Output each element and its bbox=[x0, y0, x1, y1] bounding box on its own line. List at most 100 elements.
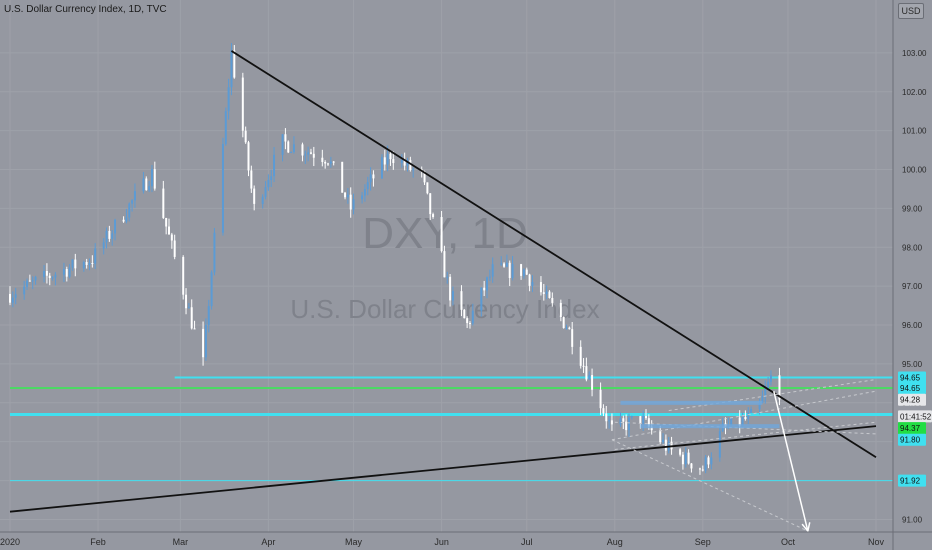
candle-body bbox=[605, 413, 608, 422]
candle-body bbox=[204, 324, 207, 358]
candle-body bbox=[778, 375, 781, 400]
candle-body bbox=[45, 270, 48, 276]
currency-button[interactable]: USD bbox=[898, 3, 924, 19]
price-tag-bg bbox=[898, 371, 926, 384]
candle-body bbox=[224, 111, 227, 145]
candle-body bbox=[202, 328, 205, 358]
candle-body bbox=[309, 152, 312, 154]
candle-body bbox=[68, 267, 71, 277]
candle-body bbox=[170, 234, 173, 241]
candle-body bbox=[372, 174, 375, 179]
candle-body bbox=[54, 274, 57, 278]
candle-body bbox=[619, 418, 622, 425]
candle-body bbox=[528, 274, 531, 286]
x-tick-label: Sep bbox=[695, 537, 711, 547]
candle-body bbox=[659, 430, 662, 443]
candle-body bbox=[247, 142, 250, 171]
candle-body bbox=[363, 189, 366, 196]
candle-body bbox=[681, 454, 684, 465]
candle-body bbox=[608, 420, 611, 422]
candle-body bbox=[94, 248, 97, 264]
candle-body bbox=[525, 269, 528, 275]
candle-body bbox=[162, 188, 165, 218]
candle-body bbox=[386, 153, 389, 165]
candle-body bbox=[531, 282, 534, 286]
channel-dashed-line bbox=[614, 421, 877, 450]
candle-body bbox=[168, 226, 171, 235]
candle-body bbox=[71, 259, 74, 268]
candle-body bbox=[551, 297, 554, 303]
candle-body bbox=[500, 263, 503, 265]
candle-body bbox=[185, 294, 188, 309]
candle-body bbox=[591, 375, 594, 390]
candle-body bbox=[150, 169, 153, 187]
candle-body bbox=[392, 159, 395, 164]
candle-body bbox=[522, 269, 525, 276]
candle-body bbox=[698, 468, 701, 470]
candle-body bbox=[366, 182, 369, 190]
candle-body bbox=[344, 192, 347, 198]
candle-body bbox=[451, 291, 454, 301]
candle-body bbox=[443, 251, 446, 278]
candle-body bbox=[585, 366, 588, 380]
candle-body bbox=[542, 292, 545, 295]
candle-body bbox=[639, 416, 642, 424]
candle-body bbox=[710, 457, 713, 465]
price-tag-bg bbox=[898, 410, 932, 423]
candle-body bbox=[304, 154, 307, 156]
candle-body bbox=[142, 178, 145, 192]
candle-body bbox=[400, 160, 403, 164]
candle-body bbox=[346, 194, 349, 198]
candle-body bbox=[627, 417, 630, 431]
x-tick-label: Mar bbox=[173, 537, 189, 547]
candle-body bbox=[539, 282, 542, 293]
candle-body bbox=[403, 160, 406, 166]
trend-line bbox=[9, 425, 877, 513]
candle-body bbox=[62, 269, 65, 275]
price-tag-bg bbox=[898, 474, 926, 487]
candle-body bbox=[267, 179, 270, 188]
candle-body bbox=[207, 306, 210, 325]
y-tick-label: 103.00 bbox=[902, 49, 927, 58]
y-tick-label: 98.00 bbox=[902, 243, 923, 252]
candle-body bbox=[718, 431, 721, 458]
channel-dashed-line bbox=[611, 390, 877, 441]
candle-body bbox=[738, 417, 741, 426]
candle-body bbox=[332, 161, 335, 163]
watermark: DXY, 1D U.S. Dollar Currency Index bbox=[290, 209, 599, 324]
price-tag-bg bbox=[898, 382, 926, 395]
candle-body bbox=[210, 272, 213, 307]
candle-body bbox=[767, 381, 770, 389]
candle-body bbox=[769, 375, 772, 382]
candle-body bbox=[74, 259, 77, 269]
candle-body bbox=[327, 163, 330, 165]
candle-body bbox=[287, 141, 290, 153]
candle-body bbox=[227, 87, 230, 112]
candle-body bbox=[704, 457, 707, 471]
candle-body bbox=[383, 157, 386, 165]
candle-body bbox=[588, 375, 591, 380]
candle-body bbox=[750, 409, 753, 413]
y-tick-label: 91.00 bbox=[902, 515, 923, 524]
candle-body bbox=[349, 194, 352, 210]
candle-body bbox=[432, 214, 435, 217]
candle-body bbox=[582, 365, 585, 367]
candle-body bbox=[468, 323, 471, 325]
candle-body bbox=[11, 297, 14, 303]
candle-body bbox=[625, 421, 628, 431]
candle-body bbox=[426, 182, 429, 194]
candle-body bbox=[65, 269, 68, 277]
channel-dashed-line bbox=[668, 378, 877, 412]
candle-body bbox=[684, 452, 687, 465]
candle-body bbox=[122, 219, 125, 222]
candle-body bbox=[264, 187, 267, 197]
candle-body bbox=[429, 193, 432, 215]
candle-body bbox=[568, 327, 571, 330]
candle-body bbox=[352, 199, 355, 210]
candle-body bbox=[182, 256, 185, 295]
candle-body bbox=[483, 287, 486, 291]
candle-body bbox=[253, 188, 256, 204]
candle-body bbox=[446, 276, 449, 278]
